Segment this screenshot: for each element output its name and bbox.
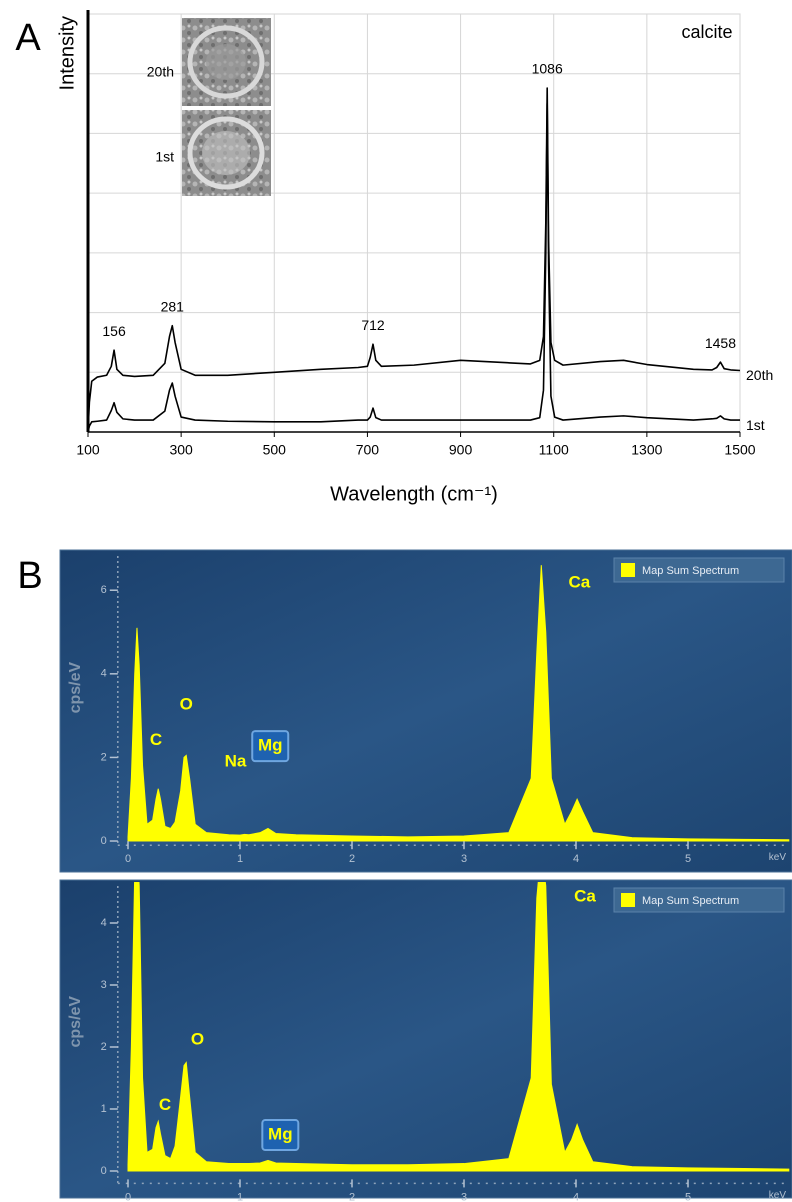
x-tick-label: 0 [125,853,131,865]
spectrum-area [127,882,790,1172]
y-tick-label: 4 [101,668,107,680]
x-tick-label: 3 [461,1191,467,1202]
panel-label: A [15,17,41,59]
x-axis-title: keV [769,1190,787,1201]
element-label: Mg [258,736,283,755]
legend-label: Map Sum Spectrum [642,565,739,577]
annotation: calcite [681,22,732,42]
y-axis-title: Intensity [56,16,78,90]
peak-label: 156 [102,323,126,339]
legend-label: Map Sum Spectrum [642,895,739,907]
chart-a: 100 300 500 700 900 1100 1300 1500 20th 1st 156 281… [56,10,773,505]
inset-shape [187,116,265,190]
x-tick-label: 900 [449,442,473,458]
peak-label: 1086 [532,61,563,77]
x-tick-label: 4 [573,1191,579,1202]
inset-shape [202,131,250,175]
inset-images [182,18,271,196]
x-tick-label: 700 [356,442,380,458]
panel-label: B [17,555,42,597]
element-label: O [180,695,193,714]
element-label: C [159,1095,171,1114]
y-tick-label: 2 [101,1041,107,1053]
x-tick-label: 0 [125,1191,131,1202]
eds-chart: Map Sum Spectrum 0 1 2 3 4 0 1 2 3 4 5 keV cps/eV Ca O C… [59,879,792,1202]
x-tick-label: 4 [573,853,579,865]
x-tick-label: 3 [461,853,467,865]
legend-swatch [621,563,635,577]
spectrum-line [87,102,740,433]
inset-shape [187,25,265,99]
y-axis-title: cps/eV [67,996,84,1048]
legend-box [613,557,785,583]
series-label: 20th [746,367,773,383]
y-tick-label: 6 [101,584,107,596]
label-highlight [261,1119,300,1152]
element-label: Na [225,752,247,771]
spectrum-area [127,565,790,842]
spectrum-line [87,87,741,433]
inset-shape [206,44,246,80]
y-tick-label: 1 [101,1103,107,1115]
x-tick-label: 2 [349,853,355,865]
label-highlight [251,730,290,763]
y-tick-label: 2 [101,751,107,763]
legend-swatch [621,893,635,907]
y-tick-label: 4 [101,917,107,929]
y-tick-label: 0 [101,1165,107,1177]
inset-label: 20th [147,64,174,80]
x-tick-label: 1300 [631,442,662,458]
y-tick-label: 0 [101,835,107,847]
x-tick-label: 2 [349,1191,355,1202]
peak-label: 1458 [705,335,736,351]
y-tick-label: 3 [101,979,107,991]
y-axis-title: cps/eV [67,661,84,713]
plot-background [59,879,792,1199]
eds-chart: Map Sum Spectrum 0 2 4 6 0 1 2 3 4 5 keV cps/eV Ca OC N… [59,549,792,873]
legend-box [613,887,785,913]
element-label: Ca [568,573,590,592]
peak-label: 712 [361,317,385,333]
x-tick-label: 100 [76,442,100,458]
x-tick-label: 1500 [724,442,755,458]
x-tick-label: 1 [237,1191,243,1202]
element-label: Mg [268,1125,293,1144]
x-axis-title: keV [769,852,787,863]
x-tick-label: 1 [237,853,243,865]
element-label: Ca [574,886,596,905]
x-axis-title: Wavelength (cm⁻¹) [330,483,498,505]
inset-label: 1st [155,149,174,165]
x-tick-label: 500 [263,442,287,458]
series-label: 1st [746,417,765,433]
x-tick-label: 5 [685,1191,691,1202]
x-tick-label: 300 [169,442,193,458]
element-label: C [150,730,162,749]
element-label: O [191,1030,204,1049]
x-tick-label: 1100 [539,442,569,458]
x-tick-label: 5 [685,853,691,865]
peak-label: 281 [161,298,185,314]
plot-background [59,549,792,873]
